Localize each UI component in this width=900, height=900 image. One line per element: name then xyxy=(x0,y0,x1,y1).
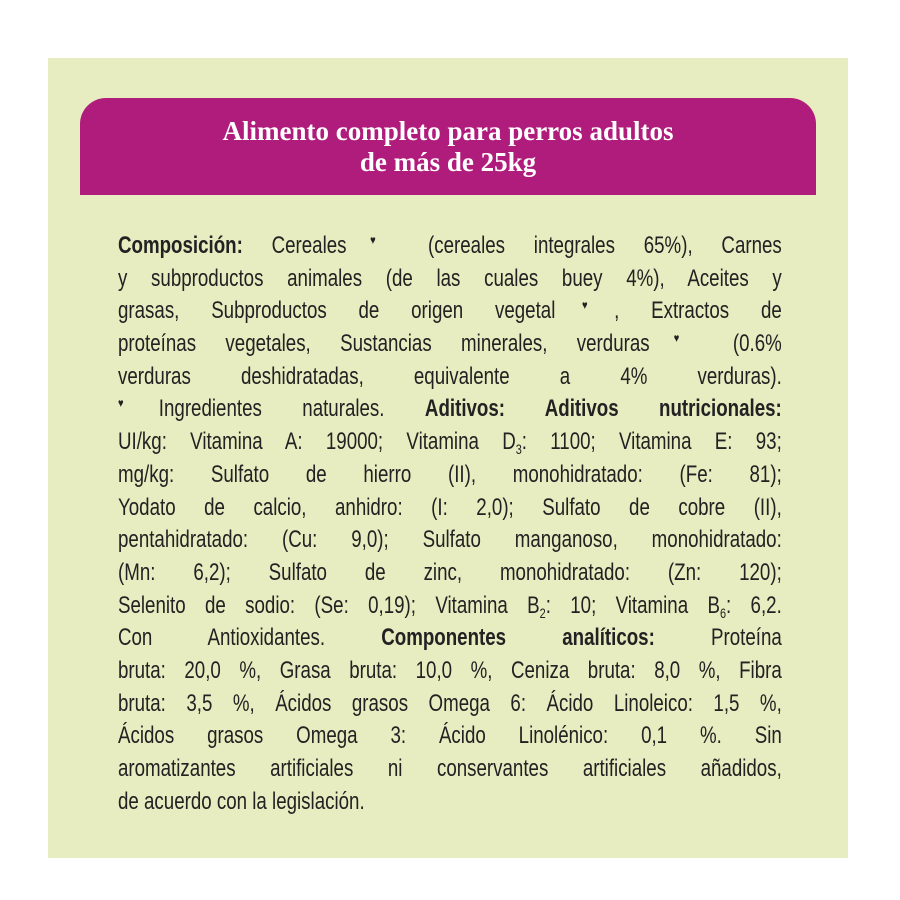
text-line: y subproductos animales (de las cuales b… xyxy=(118,263,782,296)
text-segment: de acuerdo con la legislación. xyxy=(118,787,365,815)
text-line: Ácidos grasos Omega 3: Ácido Linolénico:… xyxy=(118,720,782,753)
text-segment: 2 xyxy=(539,604,546,621)
composition-text: Composición: Cereales♥ (cereales integra… xyxy=(118,230,782,818)
text-segment: proteínas vegetales, Sustancias minerale… xyxy=(118,330,650,358)
text-segment: grasas, Subproductos de origen vegetal xyxy=(118,297,556,325)
heart-icon: ♥ xyxy=(118,396,159,411)
text-line: mg/kg: Sulfato de hierro (II), monohidra… xyxy=(118,459,782,492)
text-segment: mg/kg: Sulfato de hierro (II), monohidra… xyxy=(118,460,782,488)
text-segment: (Mn: 6,2); Sulfato de zinc, monohidratad… xyxy=(118,558,782,586)
text-segment: : 6,2. xyxy=(726,591,782,619)
text-segment: bruta: 3,5 %, Ácidos grasos Omega 6: Áci… xyxy=(118,689,782,717)
text-segment: UI/kg: Vitamina A: 19000; Vitamina D xyxy=(118,428,516,456)
text-segment: 3 xyxy=(515,441,522,458)
text-segment: aromatizantes artificiales ni conservant… xyxy=(118,755,782,782)
text-line: Composición: Cereales♥ (cereales integra… xyxy=(118,230,782,263)
text-segment: Cereales xyxy=(242,232,347,259)
text-line: bruta: 20,0 %, Grasa bruta: 10,0 %, Ceni… xyxy=(118,655,782,688)
header-title-line-2: de más de 25kg xyxy=(359,146,537,177)
text-line: aromatizantes artificiales ni conservant… xyxy=(118,753,782,786)
text-line: Con Antioxidantes. Componentes analítico… xyxy=(118,622,782,655)
label-panel: Alimento completo para perros adultos de… xyxy=(48,58,848,858)
text-line: (Mn: 6,2); Sulfato de zinc, monohidratad… xyxy=(118,557,782,590)
text-line: Selenito de sodio: (Se: 0,19); Vitamina … xyxy=(118,590,782,623)
heart-icon: ♥ xyxy=(649,331,704,346)
bold-heading: Componentes analíticos: xyxy=(381,624,655,652)
text-line: grasas, Subproductos de origen vegetal♥,… xyxy=(118,295,782,328)
text-line: proteínas vegetales, Sustancias minerale… xyxy=(118,328,782,361)
text-segment: Selenito de sodio: (Se: 0,19); Vitamina … xyxy=(118,591,540,619)
text-line: Yodato de calcio, anhidro: (I: 2,0); Sul… xyxy=(118,492,782,525)
text-segment: 6 xyxy=(719,604,727,621)
text-segment: bruta: 20,0 %, Grasa bruta: 10,0 %, Ceni… xyxy=(118,656,782,684)
heart-icon: ♥ xyxy=(555,298,615,313)
text-line: bruta: 3,5 %, Ácidos grasos Omega 6: Áci… xyxy=(118,688,782,721)
text-line: de acuerdo con la legislación. xyxy=(118,786,782,819)
text-segment: , Extractos de xyxy=(614,297,782,325)
text-line: UI/kg: Vitamina A: 19000; Vitamina D3: 1… xyxy=(118,426,782,459)
text-segment: Ingredientes naturales. xyxy=(158,395,425,423)
text-segment: y subproductos animales (de las cuales b… xyxy=(118,264,782,292)
text-segment: Proteína xyxy=(654,624,782,652)
text-line: pentahidratado: (Cu: 9,0); Sulfato manga… xyxy=(118,524,782,557)
text-line: ♥Ingredientes naturales. Aditivos: Aditi… xyxy=(118,393,782,426)
text-segment: (cereales integrales 65%), Carnes xyxy=(399,232,782,259)
text-segment: Yodato de calcio, anhidro: (I: 2,0); Sul… xyxy=(118,493,782,521)
text-segment: Ácidos grasos Omega 3: Ácido Linolénico:… xyxy=(118,722,782,750)
text-segment: Con Antioxidantes. xyxy=(118,624,382,652)
bold-heading: Composición: xyxy=(118,232,243,259)
header-banner: Alimento completo para perros adultos de… xyxy=(80,98,816,195)
text-segment: pentahidratado: (Cu: 9,0); Sulfato manga… xyxy=(118,526,782,554)
text-segment: (0.6% xyxy=(703,330,782,358)
bold-heading: Aditivos: Aditivos nutricionales: xyxy=(424,395,782,423)
text-segment: : 10; Vitamina B xyxy=(545,591,720,619)
header-title-line-1: Alimento completo para perros adultos xyxy=(222,115,674,146)
heart-icon: ♥ xyxy=(346,233,400,247)
text-line: verduras deshidratadas, equivalente a 4%… xyxy=(118,361,782,394)
text-segment: verduras deshidratadas, equivalente a 4%… xyxy=(118,362,782,390)
text-segment: : 1100; Vitamina E: 93; xyxy=(521,428,782,456)
